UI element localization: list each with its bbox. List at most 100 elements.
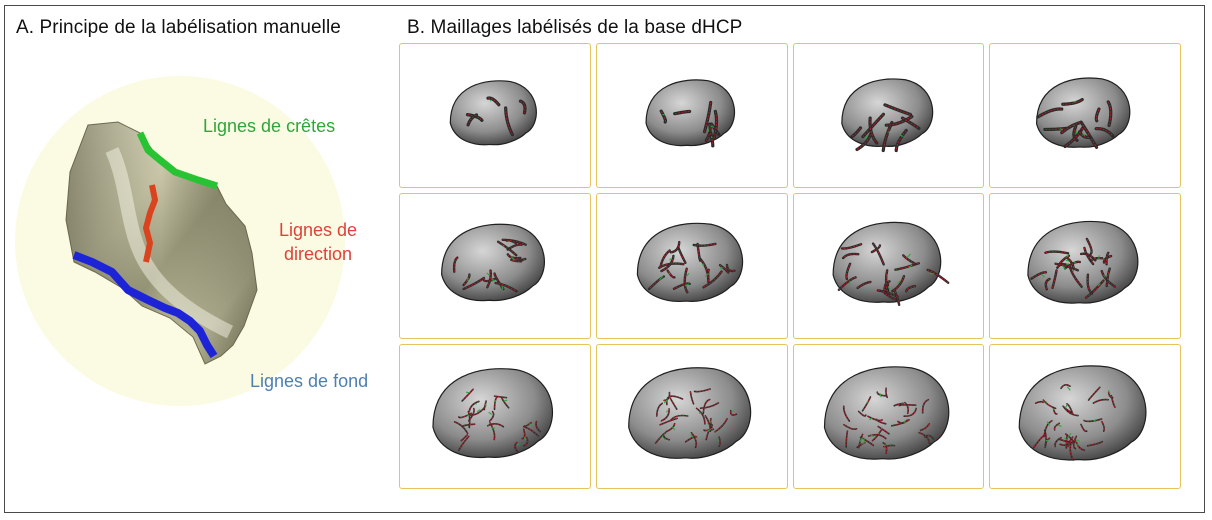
brain-surface xyxy=(832,222,941,304)
fundus-label-line xyxy=(505,107,513,135)
fundus-label-line xyxy=(535,421,541,432)
fundus-label-line xyxy=(709,132,714,146)
fundus-label-line xyxy=(707,270,709,283)
fundus-label-line xyxy=(1087,440,1103,446)
ridge-label-line xyxy=(710,125,714,128)
fundus-label-line xyxy=(1084,418,1102,422)
fundus-label-line xyxy=(501,397,509,408)
ridge-label-line xyxy=(719,267,723,271)
fundus-label-line xyxy=(897,419,907,424)
fundus-label-line xyxy=(857,410,866,417)
brain-mesh xyxy=(840,78,933,153)
ridge-label-line xyxy=(528,422,532,425)
fundus-label-line xyxy=(685,435,697,442)
fundus-label-line xyxy=(1096,108,1100,122)
brain-mesh xyxy=(432,367,553,458)
fundus-label-line xyxy=(1093,398,1109,404)
brain-mesh xyxy=(627,366,751,459)
ridge-label-line xyxy=(896,280,901,285)
fundus-label-line xyxy=(861,396,871,411)
brain-mesh-cell xyxy=(595,193,788,339)
fundus-label-line xyxy=(1037,108,1063,118)
fundus-label-line xyxy=(856,133,871,150)
fundus-label-line xyxy=(843,424,857,430)
ridge-label-line xyxy=(731,409,734,412)
fundus-label-line xyxy=(729,410,737,416)
fundus-label-line xyxy=(684,268,688,293)
fundus-label-line xyxy=(850,127,861,138)
fundus-label-line xyxy=(904,401,909,414)
fundus-label-line xyxy=(469,406,486,416)
fundus-label-line xyxy=(841,244,861,250)
fundus-label-line xyxy=(902,255,915,265)
brain-surface xyxy=(441,224,545,302)
ridge-label-line xyxy=(870,434,874,437)
ridge-label-line xyxy=(859,437,862,442)
fundus-label-line xyxy=(882,442,887,453)
brain-mesh-cell xyxy=(399,193,591,339)
fundus-label-line xyxy=(700,402,719,409)
fundus-label-line xyxy=(927,269,948,284)
fundus-label-line xyxy=(1062,405,1072,413)
fundus-label-line xyxy=(894,263,919,271)
ridge-label-line xyxy=(523,436,527,441)
fundus-label-line xyxy=(487,97,500,106)
ridge-label-line xyxy=(516,443,520,446)
brain-mesh-cell xyxy=(399,43,591,189)
ridge-label-line xyxy=(467,413,470,417)
fundus-label-line xyxy=(871,429,882,441)
fundus-label-line xyxy=(694,388,711,392)
ridge-label-line xyxy=(1093,418,1097,422)
fundus-label-line xyxy=(702,398,710,414)
fundus-label-line xyxy=(514,441,518,452)
fundus-label-line xyxy=(893,402,903,406)
fundus-label-line xyxy=(1052,270,1058,289)
fundus-label-line xyxy=(1070,444,1074,460)
fundus-label-line xyxy=(661,408,670,421)
surface-patch-illustration xyxy=(15,76,345,406)
fundus-label-line xyxy=(1067,258,1075,269)
ridge-label-line xyxy=(878,392,882,398)
fundus-label-line xyxy=(693,243,716,247)
fundus-label-line xyxy=(1096,128,1114,137)
ridge-label-line xyxy=(1074,261,1077,265)
fundus-label-line xyxy=(453,257,458,273)
ridge-label-line xyxy=(486,272,490,277)
brain-surface xyxy=(627,366,751,459)
fundus-label-line xyxy=(507,254,521,259)
ridge-label-line xyxy=(686,273,690,277)
ridge-label-line xyxy=(493,399,497,403)
fundus-label-line xyxy=(898,404,916,406)
surface-highlight xyxy=(105,147,234,339)
brain-mesh xyxy=(1027,221,1139,305)
fundus-label-line xyxy=(487,423,504,427)
fundus-label-line xyxy=(1101,271,1116,288)
fundus-label-line xyxy=(703,271,722,289)
ridge-label-line xyxy=(1045,400,1048,403)
brain-mesh-cell xyxy=(792,343,985,489)
fundus-label: Lignes de fond xyxy=(250,371,369,391)
ridge-label-line xyxy=(510,256,515,262)
fundus-label-line xyxy=(460,434,468,441)
ridge-label-line xyxy=(465,391,470,393)
fundus-label-line xyxy=(467,114,477,125)
ridge-label-line xyxy=(865,400,869,404)
fundus-label-line xyxy=(719,265,729,274)
fundus-label-line xyxy=(670,242,680,254)
ridge-label-line xyxy=(905,253,911,259)
fundus-label-line xyxy=(718,436,721,447)
fundus-label-line xyxy=(454,421,468,434)
sulcus-fold xyxy=(1086,273,1094,296)
brain-mesh-cell xyxy=(989,43,1181,189)
ridge-label-line xyxy=(1076,439,1081,442)
ridge-label-line xyxy=(1041,274,1046,278)
fundus-label-line xyxy=(710,123,719,135)
ridge-label-line xyxy=(1052,407,1056,411)
fundus-label-line xyxy=(523,437,528,446)
fundus-label-line xyxy=(522,428,526,439)
fundus-label-line xyxy=(666,270,675,279)
fundus-label-line xyxy=(497,241,517,256)
fundus-label-line xyxy=(489,422,496,440)
fundus-label-line xyxy=(659,250,670,268)
ridge-label-line xyxy=(503,399,508,402)
